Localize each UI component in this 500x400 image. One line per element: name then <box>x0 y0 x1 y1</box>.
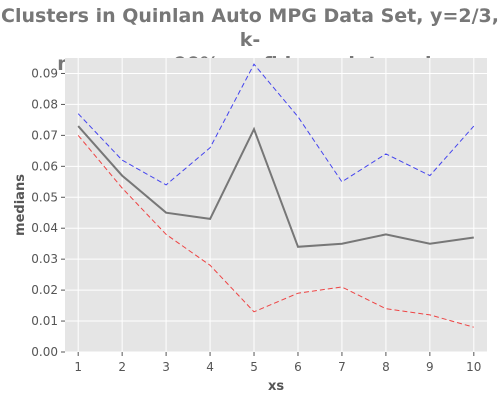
y-axis-label: medians <box>13 174 28 236</box>
y-tick-label: 0.06 <box>31 159 58 173</box>
y-tick-label: 0.09 <box>31 66 58 80</box>
x-tick-label: 4 <box>206 360 214 374</box>
y-tick-label: 0.03 <box>31 252 58 266</box>
x-tick-label: 3 <box>162 360 170 374</box>
y-tick-label: 0.00 <box>31 345 58 359</box>
y-tick-label: 0.08 <box>31 97 58 111</box>
series-line-lower <box>77 135 474 328</box>
x-tick-label: 2 <box>118 360 126 374</box>
x-tick-label: 7 <box>338 360 346 374</box>
series-line-median <box>77 125 474 248</box>
x-tick-label: 8 <box>382 360 390 374</box>
series-line-upper <box>77 63 475 186</box>
y-tick-label: 0.05 <box>31 190 58 204</box>
y-tick-label: 0.07 <box>31 128 58 142</box>
x-axis-ticks: 1 2 3 4 5 6 7 8 9 10 <box>74 352 481 374</box>
x-tick-label: 6 <box>294 360 302 374</box>
x-tick-label: 10 <box>466 360 481 374</box>
x-axis-label: xs <box>268 379 284 394</box>
y-tick-label: 0.01 <box>31 314 58 328</box>
series-lines <box>77 63 475 328</box>
y-tick-label: 0.04 <box>31 221 58 235</box>
plot-background <box>65 58 487 352</box>
x-tick-label: 1 <box>74 360 82 374</box>
y-tick-label: 0.02 <box>31 283 58 297</box>
x-tick-label: 5 <box>250 360 258 374</box>
x-tick-label: 9 <box>426 360 434 374</box>
y-axis-ticks: 0.00 0.01 0.02 0.03 0.04 0.05 0.06 0.07 0.08 0.09 <box>31 66 65 359</box>
chart-title-line-1: Clusters in Quinlan Auto MPG Data Set, y… <box>1 5 499 51</box>
grid-lines <box>65 58 487 353</box>
